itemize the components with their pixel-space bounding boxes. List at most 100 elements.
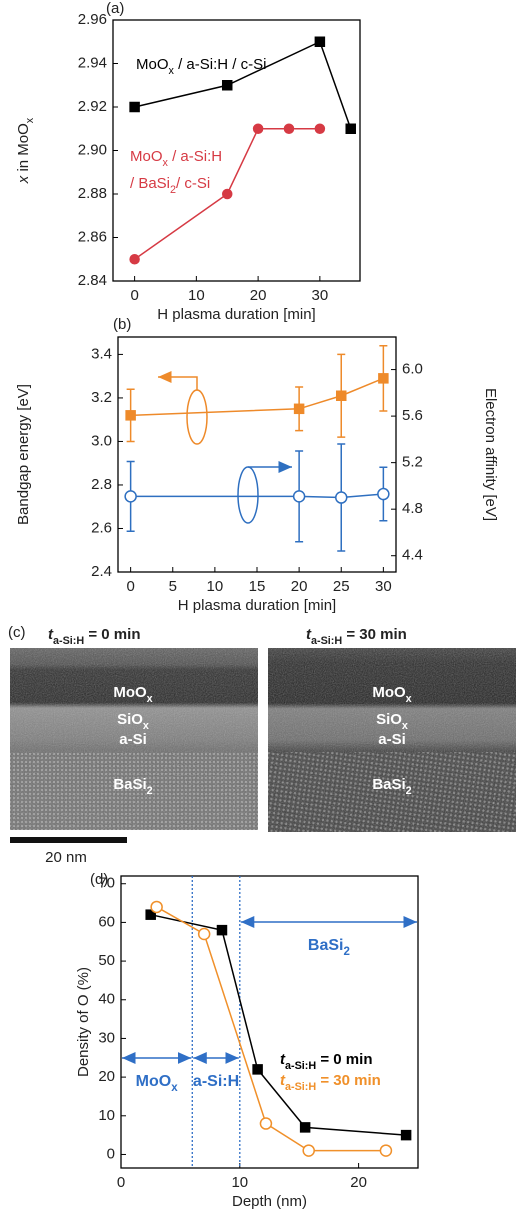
marker xyxy=(294,491,305,502)
y-tick-label: 3.0 xyxy=(91,432,112,449)
y-axis-title: Density of O (%) xyxy=(75,967,92,1077)
panel-label: (d) xyxy=(90,871,108,888)
y2-tick-label: 5.6 xyxy=(402,407,423,424)
text-part: x xyxy=(171,1082,178,1094)
x-tick-label: 20 xyxy=(250,287,267,304)
text-part: in MoO xyxy=(15,123,32,176)
image-title: ta-Si:H = 0 min xyxy=(48,626,140,647)
y-tick-label: 2.88 xyxy=(78,185,107,202)
y-tick-label: 2.8 xyxy=(91,476,112,493)
text-part: 2 xyxy=(343,946,349,958)
y-tick-label: 2.6 xyxy=(91,519,112,536)
region-label: BaSi2 xyxy=(308,937,350,958)
y-tick-label: 40 xyxy=(98,991,115,1008)
y-tick-label: 0 xyxy=(107,1145,115,1162)
plot-frame xyxy=(118,337,396,572)
x-tick-label: 30 xyxy=(375,578,392,595)
y-tick-label: 2.86 xyxy=(78,228,107,245)
y-axis-title: Bandgap energy [eV] xyxy=(15,384,32,525)
y-tick-label: 3.4 xyxy=(91,345,112,362)
marker xyxy=(301,1123,310,1132)
y2-tick-label: 4.4 xyxy=(402,547,423,564)
layer-label: a-Si xyxy=(378,731,406,748)
y2-tick-label: 6.0 xyxy=(402,361,423,378)
layer-label: a-Si xyxy=(119,731,147,748)
text-part: / BaSi xyxy=(130,175,170,192)
text-part: / c-Si xyxy=(176,175,210,192)
marker xyxy=(336,492,347,503)
y-tick-label: 50 xyxy=(98,952,115,969)
x-axis-title: Depth (nm) xyxy=(232,1193,307,1210)
x-tick-label: 0 xyxy=(126,578,134,595)
x-tick-label: 5 xyxy=(169,578,177,595)
panel-label: (c) xyxy=(8,624,26,641)
text-part: 2 xyxy=(147,785,153,797)
marker xyxy=(380,1145,391,1156)
series-line xyxy=(151,915,406,1135)
series-line xyxy=(157,907,386,1151)
y-tick-label: 10 xyxy=(98,1107,115,1124)
text-part: 2 xyxy=(406,785,412,797)
marker xyxy=(151,901,162,912)
legend-label: / BaSi2/ c-Si xyxy=(130,175,210,196)
text-part: = 30 min xyxy=(316,1072,381,1089)
y-tick-label: 20 xyxy=(98,1068,115,1085)
marker xyxy=(346,124,355,133)
series-line xyxy=(135,42,351,129)
marker xyxy=(253,1065,262,1074)
marker xyxy=(295,404,304,413)
legend-label: MoOx / a-Si:H xyxy=(130,148,222,169)
legend-label: ta-Si:H = 30 min xyxy=(280,1072,381,1093)
text-part: SiO xyxy=(117,711,143,728)
affinity-indicator xyxy=(238,467,292,523)
marker xyxy=(378,489,389,500)
x-axis-title: H plasma duration [min] xyxy=(157,306,315,323)
marker xyxy=(315,124,324,133)
text-part: a-Si:H xyxy=(53,635,84,647)
y-tick-label: 30 xyxy=(98,1029,115,1046)
y-tick-label: 2.84 xyxy=(78,272,107,289)
x-tick-label: 10 xyxy=(207,578,224,595)
marker xyxy=(199,929,210,940)
x-tick-label: 0 xyxy=(117,1174,125,1191)
marker xyxy=(223,190,232,199)
marker xyxy=(260,1118,271,1129)
text-part: a-Si:H xyxy=(285,1060,316,1072)
text-part: SiO xyxy=(376,711,402,728)
y-tick-label: 2.94 xyxy=(78,54,107,71)
figure: (c) ta-Si:H = 0 min ta-Si:H = 30 min MoO… xyxy=(0,0,518,1214)
region-label: MoOx xyxy=(136,1073,179,1094)
legend-label: ta-Si:H = 0 min xyxy=(280,1051,372,1072)
text-part: MoO xyxy=(372,684,406,701)
legend-label: MoOx / a-Si:H / c-Si xyxy=(136,56,266,77)
text-part: MoO xyxy=(130,148,163,165)
y2-axis-title: Electron affinity [eV] xyxy=(482,388,499,521)
x-tick-label: 15 xyxy=(249,578,266,595)
y-axis-title: x in MoOx xyxy=(15,117,36,184)
text-part: BaSi xyxy=(372,776,405,793)
text-part: a-Si:H xyxy=(311,635,342,647)
marker xyxy=(126,411,135,420)
x-tick-label: 0 xyxy=(130,287,138,304)
y-tick-label: 3.2 xyxy=(91,389,112,406)
marker xyxy=(315,37,324,46)
marker xyxy=(402,1131,411,1140)
y2-tick-label: 4.8 xyxy=(402,500,423,517)
text-part: x xyxy=(24,117,36,123)
text-part: / a-Si:H xyxy=(168,148,222,165)
text-part: = 0 min xyxy=(316,1051,372,1068)
marker xyxy=(125,491,136,502)
panel-label: (b) xyxy=(113,316,131,333)
x-tick-label: 10 xyxy=(231,1174,248,1191)
marker xyxy=(217,926,226,935)
text-part: a-Si:H xyxy=(285,1081,316,1093)
y-tick-label: 2.92 xyxy=(78,98,107,115)
panel-label: (a) xyxy=(106,0,124,17)
y-tick-label: 60 xyxy=(98,913,115,930)
text-part: MoO xyxy=(136,1073,172,1090)
y-tick-label: 2.96 xyxy=(78,11,107,28)
x-axis-title: H plasma duration [min] xyxy=(178,597,336,614)
marker xyxy=(254,124,263,133)
text-part: x xyxy=(406,693,412,705)
marker xyxy=(337,391,346,400)
